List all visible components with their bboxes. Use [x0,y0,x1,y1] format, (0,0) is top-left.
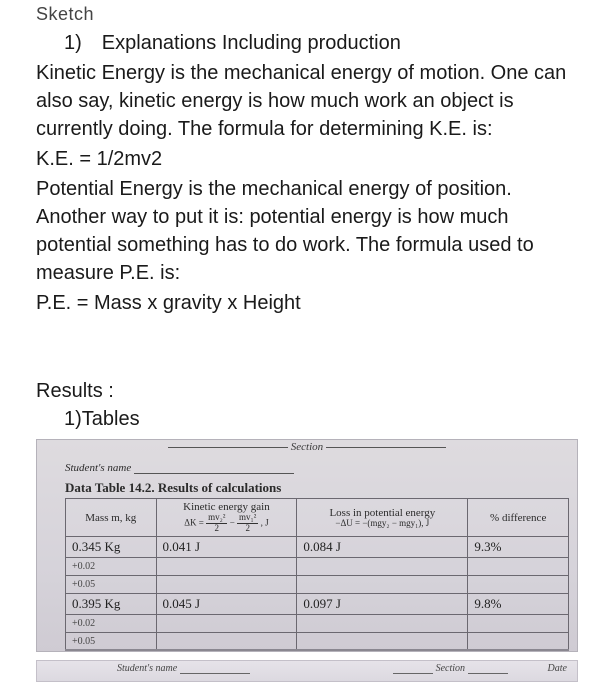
table-row: +0.02 [66,614,569,632]
worksheet-photo: Section Student's name Data Table 14.2. … [36,439,578,652]
section-label: Section [291,441,323,453]
cell-mass-sub: +0.05 [66,575,157,593]
cell-pd: 9.8% [468,593,569,614]
pe-formula-sub: −ΔU = −(mgy₂ − mgy₁), J [303,519,461,529]
cell-pe: 0.084 J [297,536,468,557]
explanations-heading: 1) Explanations Including production [64,29,578,57]
table-row: +0.05 [66,575,569,593]
cutoff-word: Sketch [36,2,578,27]
table-header-row: Mass m, kg Kinetic energy gain ΔK = mv₂²… [66,499,569,537]
ke-formula-sub: ΔK = mv₂²2 − mv₁²2 , J [163,513,291,534]
worksheet-footer: Student's name Section Date [36,660,578,682]
ke-minus: − [230,518,235,528]
data-table: Mass m, kg Kinetic energy gain ΔK = mv₂²… [65,498,569,651]
cell-mass: 0.395 Kg [66,593,157,614]
table-row: 0.395 Kg 0.045 J 0.097 J 9.8% [66,593,569,614]
results-heading: Results : [36,377,578,405]
footer-section-label: Section [436,663,465,674]
pe-formula: P.E. = Mass x gravity x Height [36,289,578,317]
col-pe-loss: Loss in potential energy −ΔU = −(mgy₂ − … [297,499,468,537]
ke-frac1: mv₂²2 [206,513,227,534]
col-ke-gain: Kinetic energy gain ΔK = mv₂²2 − mv₁²2 ,… [156,499,297,537]
table-row: +0.02 [66,557,569,575]
ke-prefix: ΔK = [184,518,204,528]
ke-paragraph: Kinetic Energy is the mechanical energy … [36,59,578,143]
cell-ke: 0.045 J [156,593,297,614]
ke-gain-label: Kinetic energy gain [183,501,270,513]
cell-mass-sub: +0.05 [66,632,157,650]
pe-loss-label: Loss in potential energy [329,507,435,519]
cell-pe: 0.097 J [297,593,468,614]
cell-mass-sub: +0.02 [66,614,157,632]
col-mass: Mass m, kg [66,499,157,537]
section-header-line: Section [37,441,577,453]
cell-pd: 9.3% [468,536,569,557]
footer-date-label: Date [548,663,567,674]
ke-formula: K.E. = 1/2mv2 [36,145,578,173]
ke-frac2: mv₁²2 [237,513,258,534]
document-body: Sketch 1) Explanations Including product… [0,0,614,433]
student-name-label: Student's name [65,462,131,474]
pe-paragraph: Potential Energy is the mechanical energ… [36,175,578,287]
table-row: +0.05 [66,632,569,650]
table-title: Data Table 14.2. Results of calculations [65,480,569,496]
footer-student-label: Student's name [117,663,177,674]
student-name-line: Student's name [65,462,569,474]
ke-unit: , J [261,518,269,528]
table-row: 0.345 Kg 0.041 J 0.084 J 9.3% [66,536,569,557]
tables-heading: 1)Tables [64,405,578,433]
cell-ke: 0.041 J [156,536,297,557]
col-pct-diff: % difference [468,499,569,537]
cell-mass-sub: +0.02 [66,557,157,575]
cell-mass: 0.345 Kg [66,536,157,557]
